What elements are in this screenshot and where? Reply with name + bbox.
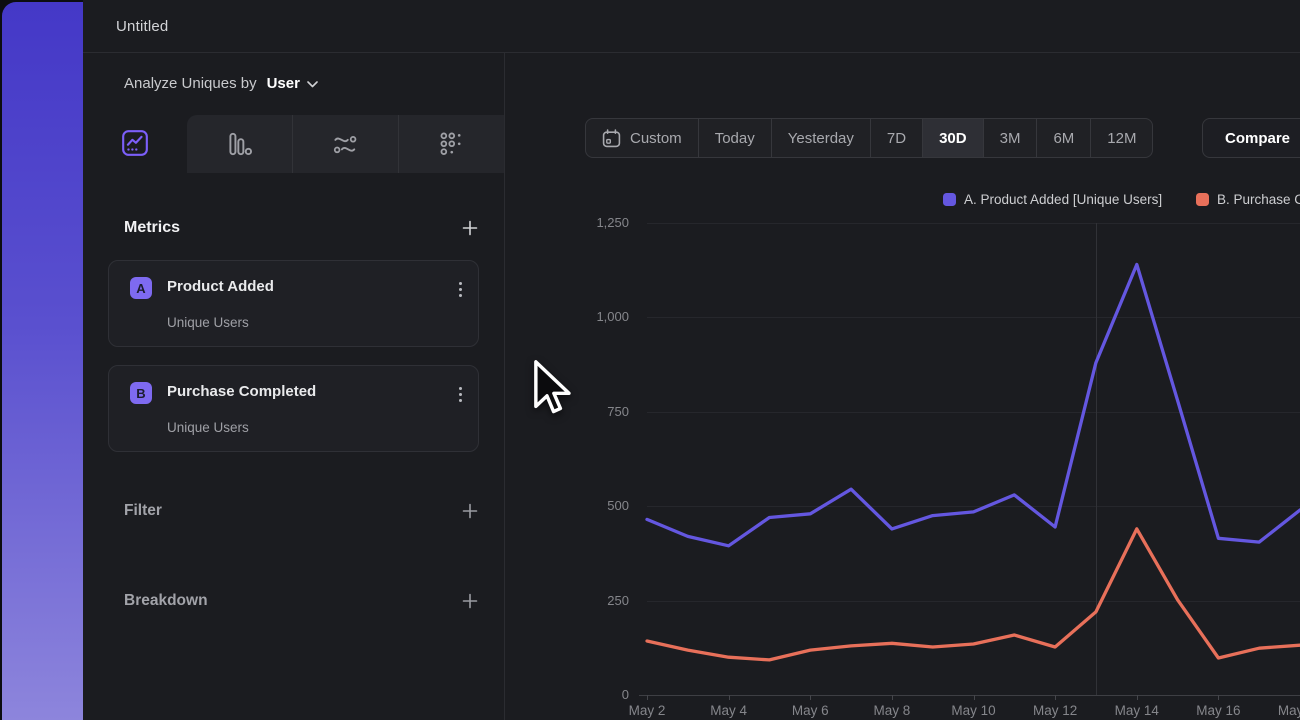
metric-badge-b: B <box>130 382 152 404</box>
metrics-title: Metrics <box>124 219 180 237</box>
x-axis-label: May 16 <box>1186 703 1250 718</box>
range-label: 3M <box>1000 130 1021 147</box>
tab-retention[interactable] <box>398 115 504 173</box>
range-3m[interactable]: 3M <box>983 119 1037 157</box>
range-label: Yesterday <box>788 130 854 147</box>
series-line[interactable] <box>647 529 1300 660</box>
x-axis-label: May 8 <box>860 703 924 718</box>
x-axis-label: May 12 <box>1023 703 1087 718</box>
dot-grid-icon <box>440 132 464 156</box>
date-range-picker: Custom Today Yesterday 7D 30D 3M 6M 12M <box>585 118 1153 158</box>
analyze-prefix-label: Analyze Uniques by <box>124 75 257 92</box>
range-12m[interactable]: 12M <box>1090 119 1152 157</box>
legend-item[interactable]: A. Product Added [Unique Users] <box>943 192 1162 207</box>
line-chart: 02505007501,0001,250May 2May 4May 6May 8… <box>647 223 1300 695</box>
y-axis-label: 500 <box>559 498 629 513</box>
x-axis-label: May 6 <box>778 703 842 718</box>
x-axis-tick <box>1218 695 1219 700</box>
chart-type-tabs <box>83 113 504 173</box>
x-axis-tick <box>810 695 811 700</box>
kebab-menu-icon[interactable] <box>459 387 462 402</box>
metric-badge-a: A <box>130 277 152 299</box>
legend-label: B. Purchase Completed [Unique Users] <box>1217 192 1300 207</box>
range-custom[interactable]: Custom <box>586 119 698 157</box>
chart-panel: Custom Today Yesterday 7D 30D 3M 6M 12M Compare… <box>506 53 1300 720</box>
range-30d[interactable]: 30D <box>922 119 983 157</box>
x-axis-tick <box>729 695 730 700</box>
range-label: Today <box>715 130 755 147</box>
range-today[interactable]: Today <box>698 119 771 157</box>
metrics-section-header: Metrics <box>124 213 478 243</box>
filter-title: Filter <box>124 502 162 520</box>
breakdown-section-header: Breakdown <box>124 586 478 616</box>
x-axis-label: May 18 <box>1268 703 1300 718</box>
range-label: 6M <box>1053 130 1074 147</box>
range-7d[interactable]: 7D <box>870 119 922 157</box>
flows-icon <box>333 132 359 156</box>
tab-flows[interactable] <box>292 115 398 173</box>
legend-label: A. Product Added [Unique Users] <box>964 192 1162 207</box>
kebab-menu-icon[interactable] <box>459 282 462 297</box>
metric-card-product-added[interactable]: A Product Added Unique Users <box>108 260 479 347</box>
range-label: Custom <box>630 130 682 147</box>
chart-legend: A. Product Added [Unique Users] B. Purcha… <box>506 192 1300 208</box>
compare-button[interactable]: Compare <box>1202 118 1300 158</box>
x-axis-tick <box>892 695 893 700</box>
y-axis-label: 0 <box>559 687 629 702</box>
x-axis-label: May 10 <box>942 703 1006 718</box>
app-header: Untitled <box>83 0 1300 53</box>
funnel-bars-icon <box>228 132 252 156</box>
metric-title: Purchase Completed <box>167 383 316 400</box>
legend-swatch <box>1196 193 1209 206</box>
y-axis-label: 1,250 <box>559 215 629 230</box>
add-filter-icon[interactable] <box>462 503 478 519</box>
metric-title: Product Added <box>167 278 274 295</box>
mouse-cursor <box>533 358 573 424</box>
tab-insights-line[interactable] <box>83 113 187 173</box>
filter-section-header: Filter <box>124 496 478 526</box>
chevron-down-icon[interactable] <box>307 81 318 88</box>
tab-funnels[interactable] <box>187 115 292 173</box>
y-axis-label: 250 <box>559 593 629 608</box>
y-axis-label: 1,000 <box>559 309 629 324</box>
x-axis-label: May 4 <box>697 703 761 718</box>
x-axis-tick <box>1055 695 1056 700</box>
chart-series <box>647 223 1300 695</box>
analyze-by-dropdown[interactable]: User <box>267 75 300 92</box>
chart-type-tab-group <box>187 115 504 173</box>
report-title[interactable]: Untitled <box>116 18 168 35</box>
metric-card-purchase-completed[interactable]: B Purchase Completed Unique Users <box>108 365 479 452</box>
range-label: 12M <box>1107 130 1136 147</box>
x-axis-line <box>639 695 1300 696</box>
x-axis-label: May 14 <box>1105 703 1169 718</box>
range-6m[interactable]: 6M <box>1036 119 1090 157</box>
range-label: 7D <box>887 130 906 147</box>
x-axis-tick <box>974 695 975 700</box>
range-label: 30D <box>939 130 967 147</box>
app-window: Untitled Analyze Uniques by User <box>83 0 1300 720</box>
backdrop-gradient <box>2 2 83 720</box>
legend-swatch <box>943 193 956 206</box>
calendar-icon <box>602 129 621 148</box>
metric-subtitle[interactable]: Unique Users <box>167 315 249 330</box>
x-axis-label: May 2 <box>615 703 679 718</box>
line-chart-icon <box>122 130 148 156</box>
breakdown-title: Breakdown <box>124 592 208 610</box>
x-axis-tick <box>1137 695 1138 700</box>
add-breakdown-icon[interactable] <box>462 593 478 609</box>
sidebar: Analyze Uniques by User <box>83 53 505 720</box>
x-axis-tick <box>647 695 648 700</box>
range-yesterday[interactable]: Yesterday <box>771 119 870 157</box>
add-metric-icon[interactable] <box>462 220 478 236</box>
metric-subtitle[interactable]: Unique Users <box>167 420 249 435</box>
series-line[interactable] <box>647 265 1300 546</box>
legend-item[interactable]: B. Purchase Completed [Unique Users] <box>1196 192 1300 207</box>
analyze-row: Analyze Uniques by User <box>83 53 504 113</box>
